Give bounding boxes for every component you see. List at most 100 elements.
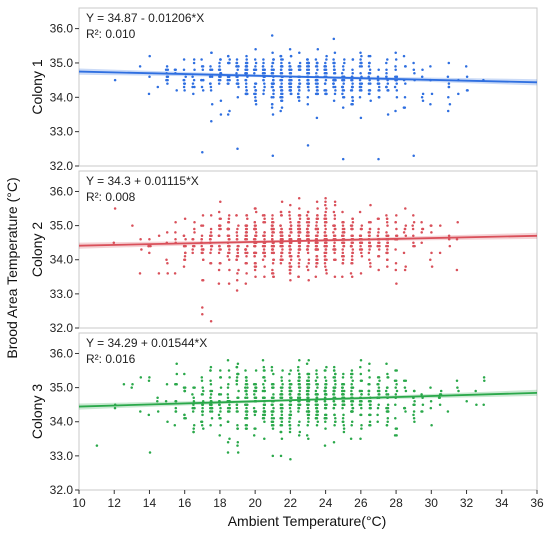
data-point [332, 65, 336, 68]
data-point [350, 244, 353, 248]
data-point [209, 382, 213, 386]
data-point [342, 227, 346, 231]
data-point [290, 78, 293, 82]
data-point [201, 406, 204, 410]
data-point [236, 96, 240, 99]
data-point [271, 261, 275, 265]
data-point [210, 389, 214, 393]
data-point [244, 227, 248, 231]
data-point [307, 359, 310, 362]
data-point [341, 251, 345, 255]
y-tick-label: 36.0 [50, 184, 74, 198]
data-point [219, 217, 222, 221]
data-point [253, 244, 257, 248]
data-point [385, 258, 389, 261]
data-point [288, 417, 291, 420]
data-point [237, 85, 240, 89]
data-point [201, 393, 204, 396]
data-point [359, 272, 363, 275]
data-point [280, 437, 284, 441]
data-point [297, 255, 300, 258]
data-point [254, 61, 258, 65]
data-point [324, 427, 327, 430]
data-point [201, 248, 205, 251]
data-point [235, 376, 239, 379]
x-tick-label: 14 [143, 496, 157, 510]
r-squared: R²: 0.016 [86, 352, 136, 366]
data-point [281, 248, 284, 251]
data-point [367, 251, 371, 255]
data-point [350, 389, 353, 393]
data-point [219, 72, 222, 75]
data-point [289, 54, 293, 58]
data-point [209, 65, 212, 68]
data-point [244, 238, 247, 241]
data-point [226, 440, 230, 444]
data-point [261, 417, 265, 420]
data-point [385, 217, 389, 221]
data-point [350, 227, 354, 231]
data-point [430, 265, 434, 268]
data-point [315, 92, 319, 96]
data-point [333, 61, 336, 65]
data-point [219, 75, 222, 78]
data-point [332, 393, 335, 396]
data-point [244, 234, 247, 238]
data-point [350, 255, 354, 258]
data-point [360, 389, 364, 393]
data-point [368, 78, 371, 82]
data-point [359, 72, 362, 75]
data-point [236, 272, 239, 275]
data-point [457, 389, 460, 393]
data-point [236, 255, 240, 258]
data-point [306, 210, 310, 214]
data-point [270, 34, 274, 37]
data-point [359, 437, 362, 441]
data-point [333, 258, 337, 261]
y-tick-label: 32.0 [50, 159, 74, 173]
data-point [254, 231, 258, 234]
data-point [218, 434, 221, 437]
data-point [403, 406, 407, 410]
data-point [298, 258, 301, 261]
data-point [254, 47, 257, 51]
data-point [341, 248, 344, 251]
data-point [174, 220, 177, 224]
data-point [446, 410, 450, 413]
data-point [263, 231, 266, 234]
regression-line [78, 234, 538, 247]
data-point [280, 251, 283, 255]
data-point [209, 85, 213, 89]
data-point [351, 386, 355, 389]
data-point [252, 434, 256, 437]
data-point [288, 268, 292, 272]
data-point [252, 406, 256, 410]
data-point [288, 210, 291, 214]
data-point [254, 386, 257, 389]
data-point [147, 92, 151, 96]
data-point [236, 440, 240, 444]
data-point [297, 85, 300, 89]
data-point [341, 386, 344, 389]
data-point [245, 389, 248, 393]
data-point [288, 423, 291, 427]
data-point [394, 403, 397, 406]
data-point [236, 147, 239, 151]
data-point [456, 220, 459, 224]
data-point [254, 99, 258, 102]
data-point [270, 403, 274, 406]
data-point [413, 420, 416, 423]
data-point [279, 78, 282, 82]
data-point [307, 220, 311, 224]
data-point [219, 113, 223, 116]
data-point [448, 102, 452, 106]
data-point [307, 417, 310, 420]
data-point [254, 396, 258, 400]
data-point [271, 268, 274, 272]
data-point [219, 410, 222, 413]
data-point [367, 89, 371, 92]
data-point [316, 61, 319, 65]
data-point [217, 210, 221, 214]
data-point [341, 406, 344, 410]
data-point [369, 403, 372, 406]
